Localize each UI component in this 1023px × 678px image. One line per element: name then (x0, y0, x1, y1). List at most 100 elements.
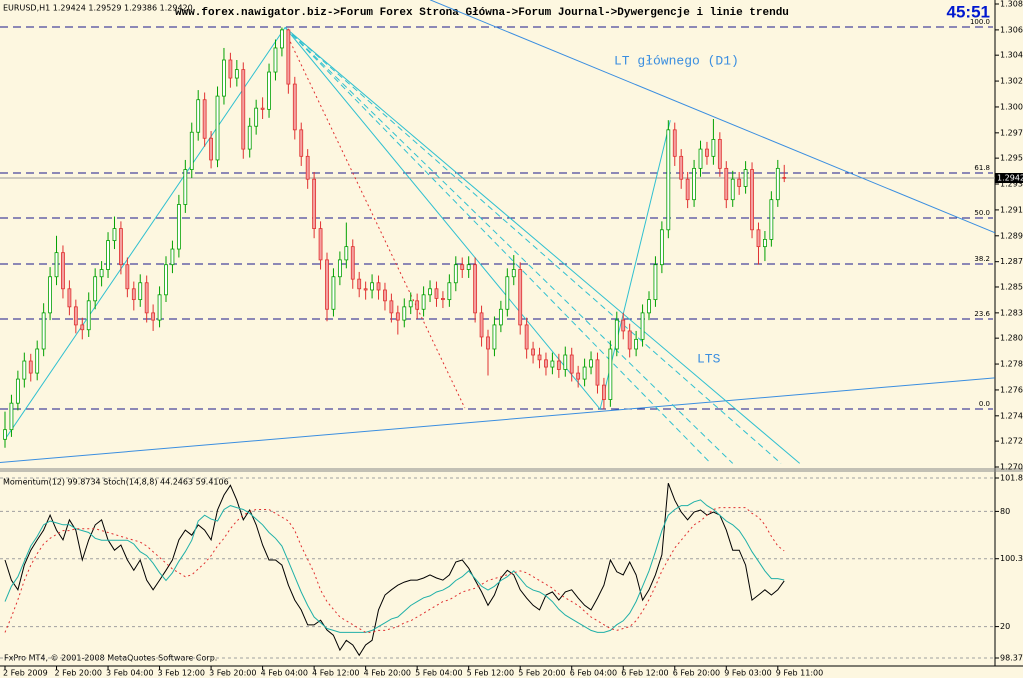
y-tick-label: 1.30010 (1000, 102, 1023, 111)
candle-body (292, 83, 297, 131)
candle-body (775, 167, 780, 201)
fibo-label: 23.6 (974, 310, 990, 318)
candle-body (157, 294, 162, 321)
candle-body (331, 276, 336, 310)
candle-body (466, 264, 471, 270)
candle-body (750, 169, 754, 231)
x-tick-label: 6 Feb 04:00 (570, 669, 617, 678)
y-tick-label: 1.28300 (1000, 308, 1023, 317)
trend-line (4, 26, 671, 440)
candle-body (170, 248, 175, 266)
candle-body (679, 155, 684, 180)
candle-body (518, 269, 523, 326)
candle-body (267, 71, 271, 110)
x-tick-label: 3 Feb 04:00 (106, 669, 153, 678)
candle-body (93, 276, 98, 302)
candle-body (151, 312, 156, 321)
candle-body (119, 228, 123, 266)
y-tick-label: 1.27875 (1000, 360, 1023, 369)
y-tick-label: 1.30650 (1000, 25, 1023, 34)
candle-body (234, 69, 239, 79)
candle-body (711, 139, 716, 157)
candle-body (389, 300, 394, 314)
candle-body (273, 47, 278, 73)
candle-body (717, 139, 722, 169)
fibo-label: 0.0 (979, 400, 990, 408)
y-tick-label: 1.28090 (1000, 334, 1023, 343)
candle-body (209, 137, 213, 161)
candle-body (9, 402, 14, 431)
annotation: LTS (697, 351, 721, 366)
fibo-label: 38.2 (974, 255, 990, 263)
candle-body (3, 429, 7, 440)
candle-body (125, 264, 130, 290)
candle-body (447, 282, 452, 301)
candle-body (428, 288, 432, 296)
x-tick-label: 9 Feb 03:00 (724, 669, 771, 678)
candle-body (743, 169, 748, 187)
candle-body (724, 167, 729, 201)
candle-body (556, 360, 561, 370)
x-tick-label: 2 Feb 2009 (3, 669, 48, 678)
candle-body (647, 299, 651, 314)
x-tick-label: 6 Feb 12:00 (621, 669, 668, 678)
y-tick-label: 100.3040 (1000, 554, 1023, 563)
candle-body (730, 178, 735, 201)
candle-body (698, 148, 703, 169)
candle-body (86, 300, 91, 331)
candle-body (659, 229, 664, 266)
candle-body (325, 259, 329, 310)
y-tick-label: 1.27445 (1000, 411, 1023, 420)
y-tick-label: 80 (1000, 507, 1010, 516)
y-tick-label: 1.28940 (1000, 231, 1023, 240)
symbol-title: EURUSD,H1 1.29424 1.29529 1.29386 1.2942… (3, 4, 193, 13)
candle-body (505, 276, 510, 310)
candle-body (441, 298, 445, 301)
candle-body (769, 199, 774, 240)
y-tick-label: 1.29155 (1000, 205, 1023, 214)
candle-body (363, 288, 368, 291)
candle-body (653, 264, 658, 301)
x-tick-label: 4 Feb 12:00 (312, 669, 359, 678)
candle-body (460, 264, 465, 270)
candle-body (453, 264, 458, 284)
candle-body (222, 59, 226, 97)
candle-body (595, 359, 600, 386)
x-tick-label: 3 Feb 20:00 (209, 669, 256, 678)
candle-body (196, 99, 201, 133)
candle-body (215, 95, 220, 161)
y-tick-label: 1.27235 (1000, 437, 1023, 446)
candle-body (421, 294, 426, 310)
candle-body (112, 228, 117, 242)
candle-body (415, 300, 420, 310)
x-tick-label: 6 Feb 20:00 (673, 669, 720, 678)
candle-body (666, 129, 671, 231)
candle-body (15, 378, 20, 404)
candle-body (305, 155, 310, 180)
trend-line (284, 27, 801, 464)
candle-body (408, 300, 413, 308)
candle-body (312, 178, 317, 229)
y-tick-label: 20 (1000, 622, 1010, 631)
candle-body (80, 324, 85, 331)
candle-body (22, 360, 27, 380)
candle-body (28, 360, 33, 374)
candle-body (280, 29, 284, 49)
indicator-title: Momentum(12) 99.8734 Stoch(14,8,8) 44.24… (3, 478, 229, 487)
candle-body (737, 178, 742, 187)
y-tick-label: 1.29795 (1000, 128, 1023, 137)
candle-body (350, 246, 355, 280)
indicator-line (4, 499, 785, 633)
annotation: LT głównego (D1) (614, 53, 739, 68)
candle-body (67, 288, 72, 308)
candle-body (247, 125, 252, 150)
candle-body (621, 319, 626, 332)
candle-body (61, 252, 65, 290)
candle-body (176, 204, 181, 250)
candle-body (524, 324, 529, 350)
candle-body (395, 312, 400, 321)
candle-body (260, 107, 265, 110)
y-tick-label: 1.30440 (1000, 51, 1023, 60)
